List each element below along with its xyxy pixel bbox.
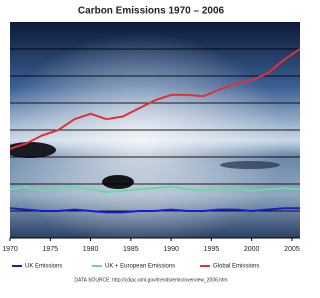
chart-title: Carbon Emissions 1970 – 2006 bbox=[78, 6, 225, 17]
chart: Carbon Emissions 1970 – 2006 DATA SOURCE… bbox=[0, 0, 302, 298]
x-tick-label: 1990 bbox=[163, 246, 179, 253]
data-source: DATA SOURCE: http://cdiac.ornl.gov/trend… bbox=[74, 277, 227, 283]
x-tick-label: 1995 bbox=[204, 246, 220, 253]
x-tick-label: 1970 bbox=[2, 246, 18, 253]
x-tick-label: 2005 bbox=[284, 246, 300, 253]
legend-label: UK Emissions bbox=[25, 264, 62, 270]
legend-label: Global Emissions bbox=[213, 264, 259, 270]
x-tick-label: 1975 bbox=[42, 246, 58, 253]
x-tick-label: 1985 bbox=[123, 246, 139, 253]
page: {"chart_data": {"type": "line", "title":… bbox=[0, 0, 302, 298]
legend-label: UK + European Emissions bbox=[105, 264, 175, 270]
x-tick-label: 2000 bbox=[244, 246, 260, 253]
x-tick-label: 1980 bbox=[83, 246, 99, 253]
